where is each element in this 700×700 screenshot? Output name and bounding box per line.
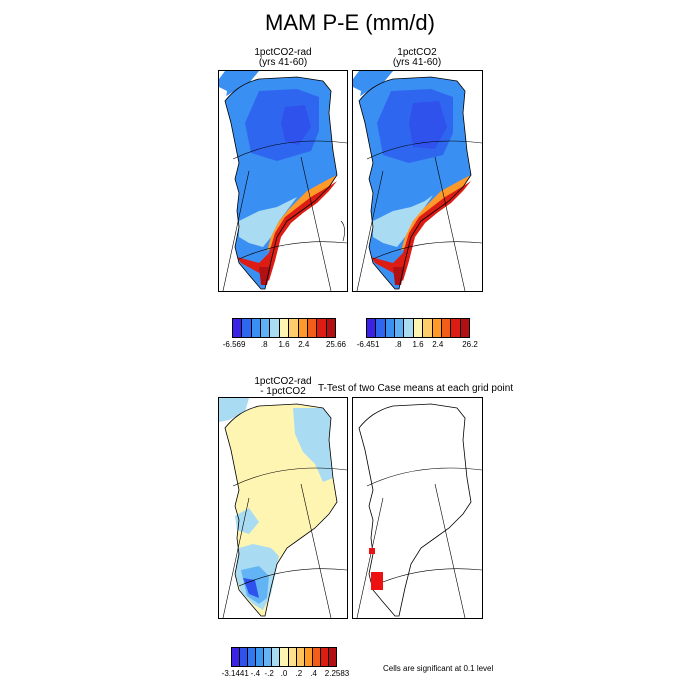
colorbar-label: .0 [280, 669, 288, 678]
map-panel-ctl [352, 70, 483, 292]
colorbar-swatch [232, 648, 241, 666]
colorbar-swatch [326, 319, 335, 337]
colorbar-swatch [441, 319, 452, 337]
map-diff [219, 398, 347, 618]
colorbar-diff: -3.1441 -.4 -.2 .0 .2 .4 2.2583 [222, 647, 350, 679]
figure-title: MAM P-E (mm/d) [265, 10, 435, 35]
map-rad [219, 71, 347, 291]
colorbar-swatch [307, 319, 318, 337]
colorbar-label: -3.1441 [221, 669, 249, 678]
map-panel-ttest [352, 397, 483, 619]
map-panel-rad [218, 70, 348, 292]
coastline [358, 403, 472, 617]
panel-title-diff-line2: - 1pctCO2 [260, 386, 306, 397]
colorbar-swatch [242, 319, 252, 337]
colorbar-swatch [451, 319, 461, 337]
colorbar-swatches [231, 647, 337, 667]
colorbar-swatch [432, 319, 442, 337]
colorbar-swatch [264, 648, 273, 666]
colorbar-swatch [270, 319, 280, 337]
panel-title-diff-line1: 1pctCO2-rad [254, 376, 312, 387]
map-panel-diff [218, 397, 348, 619]
colorbar-label: -6.451 [356, 340, 380, 349]
colorbar-swatch [320, 648, 329, 666]
panel-title-rad-line2: (yrs 41-60) [258, 57, 308, 68]
colorbar-label: -.4 [250, 669, 261, 678]
colorbar-label: -.2 [264, 669, 274, 678]
colorbar-ctl: -6.451 .8 1.6 2.4 26.2 [357, 318, 478, 350]
colorbar-swatch [296, 648, 305, 666]
colorbar-label: .4 [310, 669, 318, 678]
significant-cell [369, 548, 375, 554]
colorbar-labels: -3.1441 -.4 -.2 .0 .2 .4 2.2583 [222, 667, 350, 679]
colorbar-swatch [304, 648, 313, 666]
colorbar-label: 1.6 [412, 340, 424, 349]
significant-cell [371, 572, 383, 590]
colorbar-swatch [251, 319, 262, 337]
colorbar-swatch [280, 648, 289, 666]
colorbar-labels: -6.569 .8 1.6 2.4 25.66 [223, 338, 346, 350]
map-ctl [353, 71, 482, 291]
colorbar-swatch [395, 319, 405, 337]
colorbar-swatch [289, 319, 299, 337]
colorbar-label: .8 [260, 340, 268, 349]
colorbar-swatch [256, 648, 265, 666]
colorbar-label: 2.4 [432, 340, 444, 349]
panel-title-ttest: T-Test of two Case means at each grid po… [318, 383, 514, 394]
colorbar-label: 2.4 [298, 340, 310, 349]
colorbar-label: 26.2 [462, 340, 478, 349]
panel-title-ctl-line1: 1pctCO2 [397, 47, 437, 58]
panel-title-rad-line1: 1pctCO2-rad [254, 47, 312, 58]
panel-title-ctl: 1pctCO2 (yrs 41-60) [352, 48, 482, 68]
colorbar-swatch [279, 319, 290, 337]
colorbar-swatches [232, 318, 336, 338]
colorbar-swatch [413, 319, 424, 337]
colorbar-swatch [385, 319, 396, 337]
colorbar-rad: -6.569 .8 1.6 2.4 25.66 [223, 318, 346, 350]
colorbar-label: 2.2583 [324, 669, 350, 678]
colorbar-swatch [261, 319, 271, 337]
colorbar-swatch [233, 319, 243, 337]
colorbar-label: -6.569 [222, 340, 246, 349]
panel-title-diff: 1pctCO2-rad - 1pctCO2 [218, 377, 348, 397]
colorbar-label: 1.6 [278, 340, 290, 349]
colorbar-swatch [248, 648, 257, 666]
map-ttest [356, 403, 482, 618]
colorbar-swatch [288, 648, 297, 666]
colorbar-swatch [404, 319, 414, 337]
colorbar-label: .8 [394, 340, 402, 349]
colorbar-label: .2 [295, 669, 303, 678]
colorbar-swatch [240, 648, 249, 666]
colorbar-swatch [376, 319, 386, 337]
colorbar-swatch [423, 319, 433, 337]
colorbar-swatch [328, 648, 337, 666]
colorbar-swatch [367, 319, 377, 337]
colorbar-label: 25.66 [325, 340, 347, 349]
panel-title-rad: 1pctCO2-rad (yrs 41-60) [218, 48, 348, 68]
significance-note: Cells are significant at 0.1 level [383, 664, 494, 673]
colorbar-swatch [317, 319, 327, 337]
colorbar-swatch [312, 648, 321, 666]
colorbar-swatch [272, 648, 281, 666]
panel-title-ctl-line2: (yrs 41-60) [392, 57, 442, 68]
colorbar-labels: -6.451 .8 1.6 2.4 26.2 [357, 338, 478, 350]
colorbar-swatches [366, 318, 470, 338]
colorbar-swatch [298, 319, 308, 337]
colorbar-swatch [460, 319, 469, 337]
